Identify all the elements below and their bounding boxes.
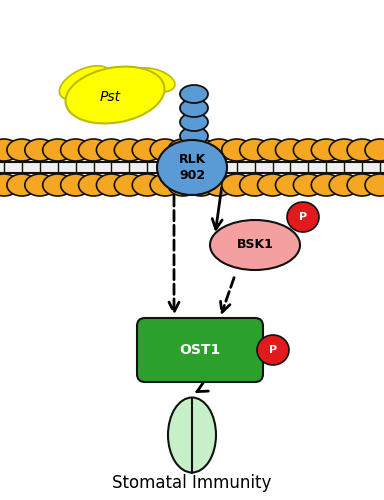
Ellipse shape [180,99,208,117]
Ellipse shape [78,139,109,161]
Ellipse shape [180,85,208,103]
Ellipse shape [329,174,359,196]
Ellipse shape [150,174,180,196]
Ellipse shape [114,174,144,196]
Ellipse shape [329,139,359,161]
Ellipse shape [186,139,216,161]
Ellipse shape [43,174,73,196]
Ellipse shape [258,139,288,161]
Ellipse shape [7,139,37,161]
Text: BSK1: BSK1 [237,238,273,252]
FancyBboxPatch shape [137,318,263,382]
Ellipse shape [66,66,164,124]
Text: P: P [269,345,277,355]
Ellipse shape [0,139,19,161]
Ellipse shape [168,174,198,196]
Ellipse shape [311,139,341,161]
Text: Stomatal Immunity: Stomatal Immunity [112,474,272,492]
Ellipse shape [275,139,306,161]
Ellipse shape [96,174,126,196]
Ellipse shape [78,174,109,196]
Ellipse shape [96,139,126,161]
Ellipse shape [61,139,91,161]
Ellipse shape [257,335,289,365]
Ellipse shape [157,140,227,195]
Ellipse shape [114,139,144,161]
Ellipse shape [25,174,55,196]
Ellipse shape [186,174,216,196]
Ellipse shape [204,174,234,196]
Text: Pst: Pst [99,90,121,104]
Ellipse shape [25,139,55,161]
Ellipse shape [293,139,323,161]
Ellipse shape [60,66,111,100]
Ellipse shape [180,113,208,131]
Ellipse shape [347,139,377,161]
Ellipse shape [204,139,234,161]
Ellipse shape [43,139,73,161]
Text: P: P [299,212,307,222]
Ellipse shape [222,174,252,196]
Ellipse shape [365,139,384,161]
Bar [0,162,384,173]
Ellipse shape [240,174,270,196]
Ellipse shape [293,174,323,196]
Ellipse shape [180,127,208,145]
Ellipse shape [240,139,270,161]
Ellipse shape [287,202,319,232]
Ellipse shape [61,174,91,196]
Text: OST1: OST1 [179,343,221,357]
Ellipse shape [222,139,252,161]
Ellipse shape [258,174,288,196]
Ellipse shape [132,174,162,196]
Ellipse shape [168,139,198,161]
Ellipse shape [150,139,180,161]
Ellipse shape [275,174,306,196]
Ellipse shape [132,139,162,161]
Ellipse shape [365,174,384,196]
Text: RLK
902: RLK 902 [179,153,205,182]
Ellipse shape [347,174,377,196]
Ellipse shape [210,220,300,270]
Ellipse shape [7,174,37,196]
Ellipse shape [131,68,175,92]
Ellipse shape [311,174,341,196]
Ellipse shape [168,398,216,472]
Ellipse shape [0,174,19,196]
